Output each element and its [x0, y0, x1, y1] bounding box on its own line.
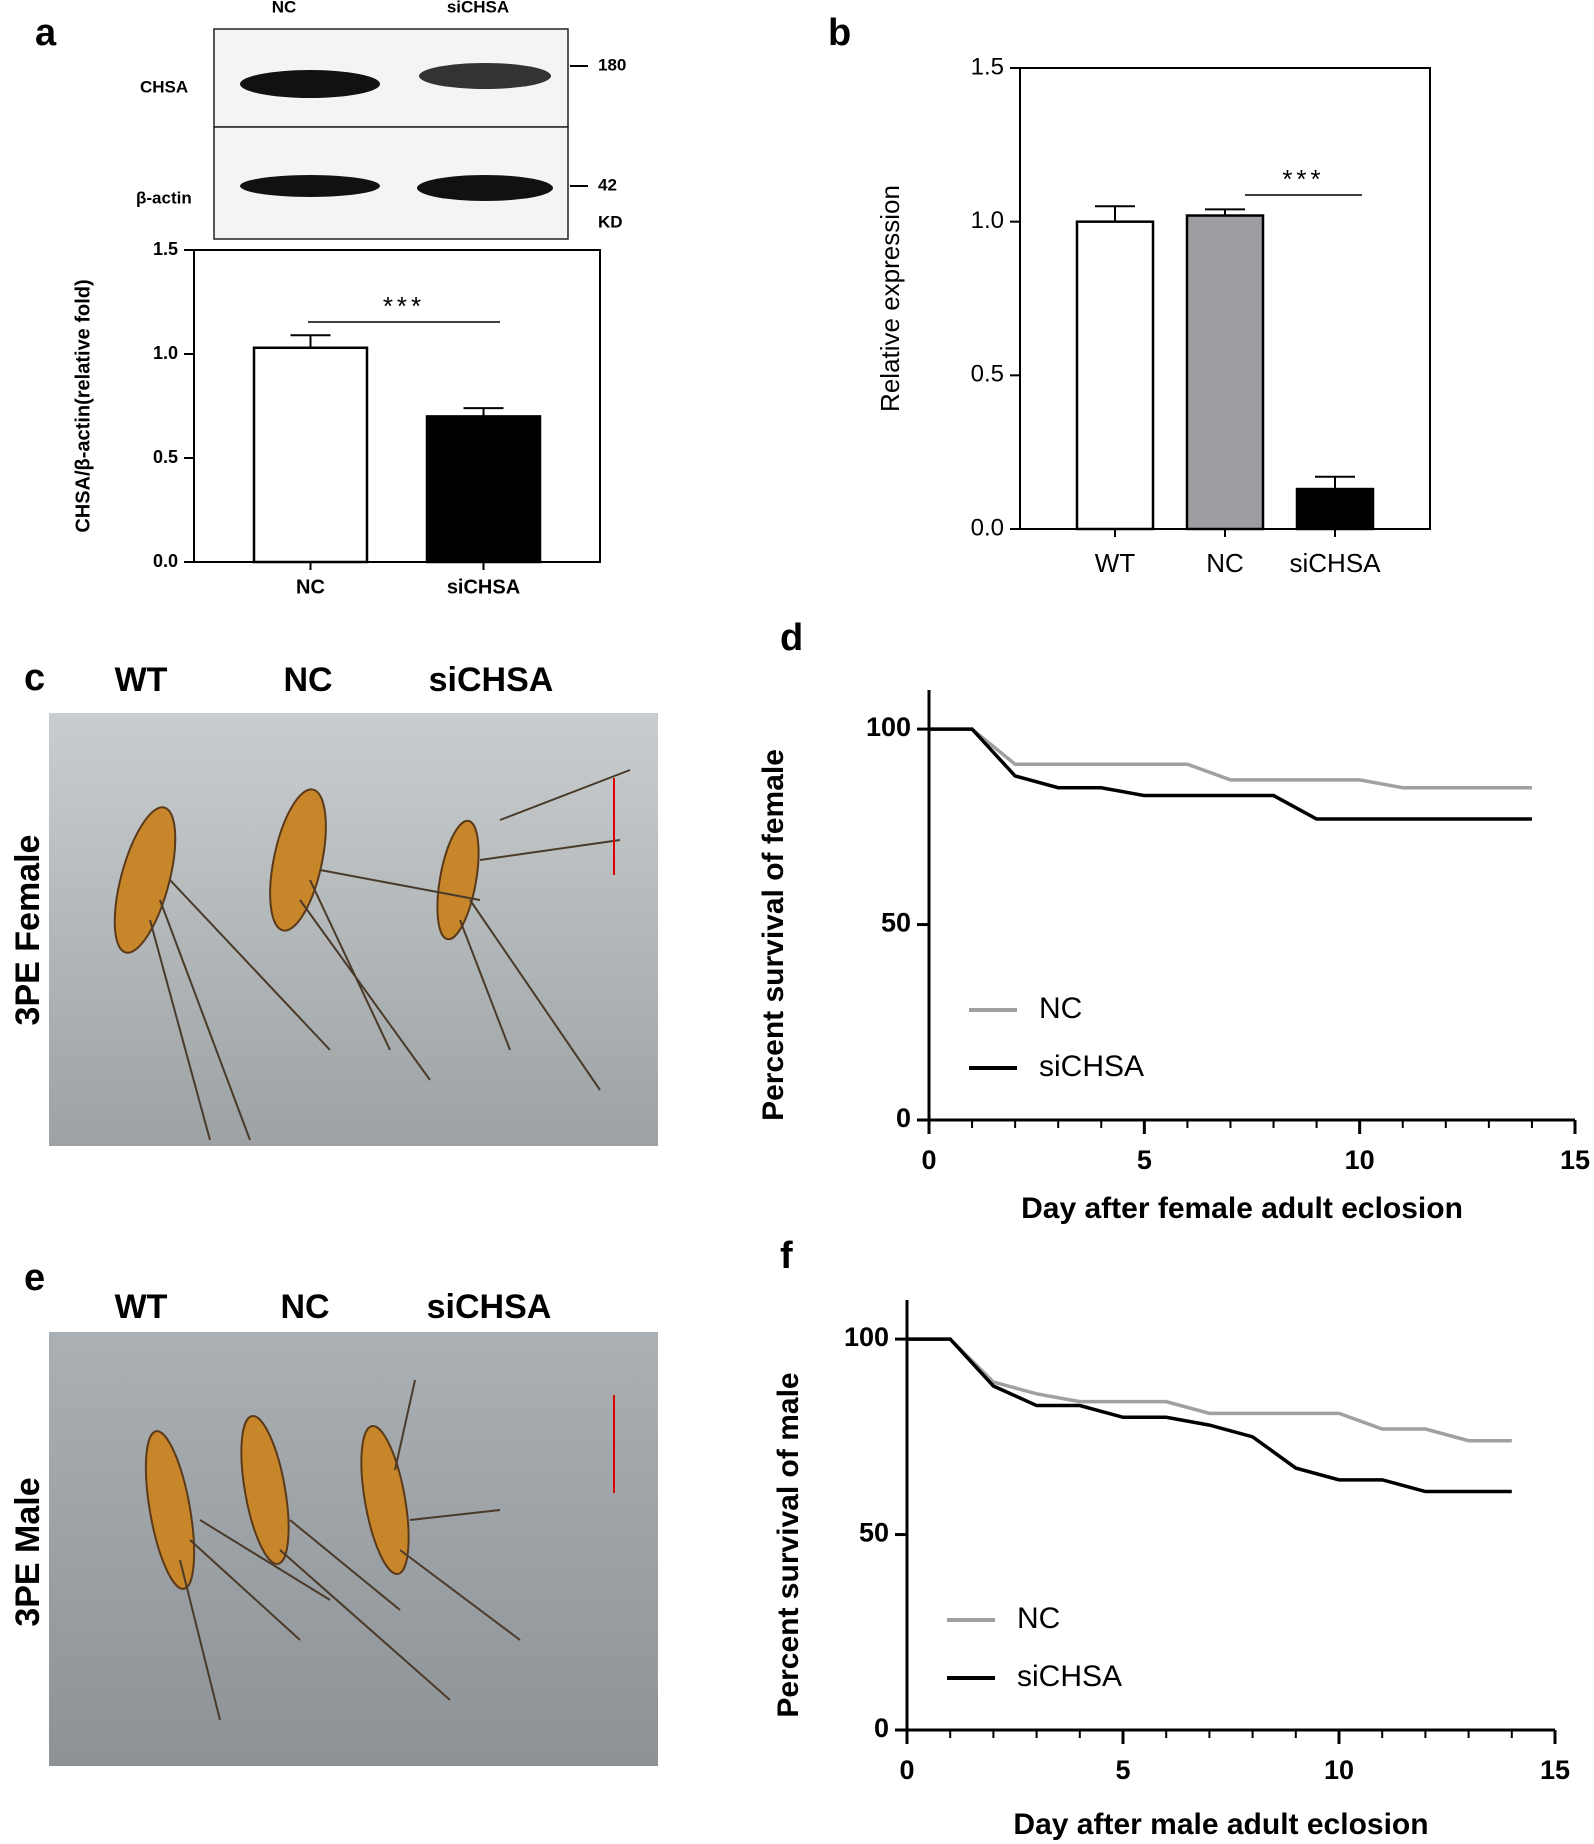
mosquitoes	[113, 788, 480, 954]
group-label: siCHSA	[427, 1288, 552, 1326]
y-axis-label: CHSA/β-actin(relative fold)	[72, 279, 94, 532]
legend-label: NC	[1017, 1602, 1060, 1635]
y-tick-label: 1.5	[153, 239, 178, 259]
x-tick-label: 15	[1540, 1755, 1570, 1785]
y-tick-label: 100	[866, 712, 911, 742]
y-tick-label: 0	[874, 1713, 889, 1743]
group-label: siCHSA	[429, 661, 554, 699]
survival-line	[907, 1337, 1512, 1443]
y-tick-label: 100	[844, 1322, 889, 1352]
y-tick-label: 1.5	[971, 53, 1004, 80]
group-label: WT	[115, 1288, 168, 1326]
group-label: WT	[115, 661, 168, 699]
side-label: 3PE Female	[9, 835, 47, 1026]
marker-unit: KD	[598, 212, 623, 231]
marker-label: 180	[598, 55, 626, 74]
y-tick-label: 0	[896, 1103, 911, 1133]
legend-label: siCHSA	[1017, 1660, 1122, 1693]
lane-label: siCHSA	[447, 0, 509, 16]
y-axis-label: Percent survival of female	[757, 749, 790, 1121]
x-tick-label: NC	[1206, 548, 1244, 578]
bar	[252, 346, 369, 564]
bar	[425, 415, 542, 564]
y-tick-label: 1.0	[153, 343, 178, 363]
significance-label: ***	[383, 291, 425, 321]
bar-chart: b 0.0 0.5 1.0 1.5 WT NC siCHSA *** Relative expre…	[828, 12, 1431, 578]
y-tick-label: 0.0	[153, 551, 178, 571]
legend-label: siCHSA	[1039, 1050, 1144, 1083]
band	[417, 175, 553, 201]
group-label: NC	[283, 661, 332, 699]
y-axis-label: Relative expression	[875, 185, 905, 412]
bar	[1185, 214, 1265, 531]
bar	[1075, 220, 1155, 531]
y-tick-label: 0.0	[971, 514, 1004, 541]
marker-label: 42	[598, 175, 617, 194]
x-tick-label: 10	[1324, 1755, 1354, 1785]
x-tick-label: 5	[1137, 1145, 1152, 1175]
x-tick-label: 15	[1560, 1145, 1590, 1175]
photo-panel: c WT NC siCHSA 3PE Female	[9, 657, 658, 1146]
x-tick-label: WT	[1095, 548, 1136, 578]
panel-label: f	[780, 1235, 793, 1277]
legend-label: NC	[1039, 992, 1082, 1025]
band	[240, 70, 380, 98]
y-tick-label: 0.5	[153, 447, 178, 467]
x-tick-label: siCHSA	[447, 576, 520, 598]
x-axis-label: Day after female adult eclosion	[1021, 1192, 1463, 1225]
x-tick-label: siCHSA	[1289, 548, 1381, 578]
survival-line	[929, 727, 1532, 790]
y-tick-label: 50	[859, 1518, 889, 1548]
x-tick-label: NC	[296, 576, 325, 598]
mosquitoes	[144, 1415, 410, 1590]
western-blot: NC siCHSA CHSA β-actin 180 42 KD	[136, 0, 626, 240]
x-tick-label: 5	[1115, 1755, 1130, 1785]
row-label: β-actin	[136, 188, 192, 207]
row-label: CHSA	[140, 77, 188, 96]
x-tick-label: 10	[1345, 1145, 1375, 1175]
survival-line	[929, 727, 1532, 821]
x-tick-label: 0	[899, 1755, 914, 1785]
x-tick-label: 0	[921, 1145, 936, 1175]
bar	[1295, 487, 1375, 531]
y-tick-label: 50	[881, 908, 911, 938]
significance-label: ***	[1282, 164, 1324, 194]
panel-label: c	[24, 657, 45, 699]
legs	[149, 769, 631, 1141]
x-axis-label: Day after male adult eclosion	[1013, 1808, 1428, 1841]
legs	[179, 1379, 521, 1721]
band	[419, 63, 551, 89]
panel-label: d	[780, 617, 803, 659]
bar-chart: a 0.0 0.5 1.0 1.5 NC siCHSA *** CHSA/β-actin(rel…	[35, 12, 601, 598]
group-label: NC	[280, 1288, 329, 1326]
line-chart: f 0 50 100 0 5 10 15 NC siCHSA Day after male adul…	[772, 1235, 1570, 1841]
panel-label: e	[24, 1257, 45, 1299]
y-tick-label: 0.5	[971, 361, 1004, 388]
y-axis-label: Percent survival of male	[772, 1372, 805, 1717]
plot-frame	[193, 249, 601, 563]
band	[240, 175, 380, 197]
survival-line	[907, 1337, 1512, 1494]
line-chart: d 0 50 100 0 5 10 15 NC siCHSA Day after female ad…	[757, 617, 1590, 1225]
photo	[49, 1332, 658, 1766]
panel-label: b	[828, 12, 851, 54]
lane-label: NC	[272, 0, 297, 16]
panel-label: a	[35, 12, 57, 54]
y-tick-label: 1.0	[971, 207, 1004, 234]
side-label: 3PE Male	[9, 1477, 47, 1626]
photo-panel: e WT NC siCHSA 3PE Male	[9, 1257, 658, 1766]
